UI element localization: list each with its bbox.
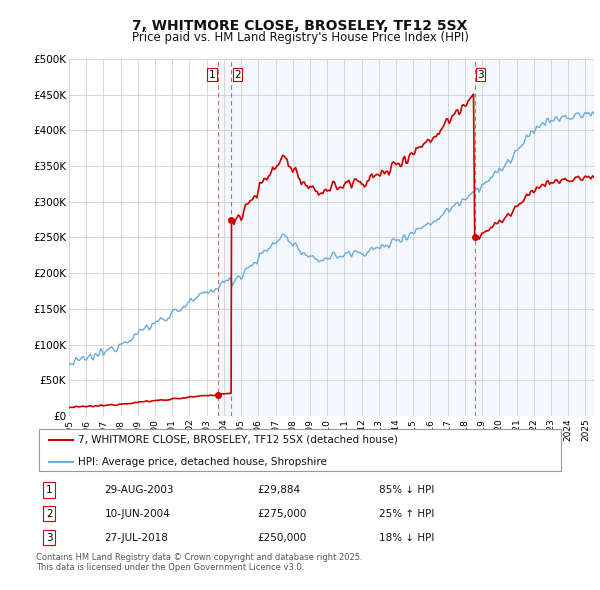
Text: 1: 1 <box>46 485 53 495</box>
Text: 29-AUG-2003: 29-AUG-2003 <box>104 485 174 495</box>
Text: 1: 1 <box>209 70 215 80</box>
Text: 18% ↓ HPI: 18% ↓ HPI <box>379 533 434 543</box>
Text: 10-JUN-2004: 10-JUN-2004 <box>104 509 170 519</box>
Text: 7, WHITMORE CLOSE, BROSELEY, TF12 5SX (detached house): 7, WHITMORE CLOSE, BROSELEY, TF12 5SX (d… <box>78 435 398 445</box>
Text: 3: 3 <box>46 533 53 543</box>
Text: £29,884: £29,884 <box>258 485 301 495</box>
Text: Price paid vs. HM Land Registry's House Price Index (HPI): Price paid vs. HM Land Registry's House … <box>131 31 469 44</box>
Text: 27-JUL-2018: 27-JUL-2018 <box>104 533 169 543</box>
Text: HPI: Average price, detached house, Shropshire: HPI: Average price, detached house, Shro… <box>78 457 327 467</box>
Text: £250,000: £250,000 <box>258 533 307 543</box>
Text: £275,000: £275,000 <box>258 509 307 519</box>
FancyBboxPatch shape <box>38 430 562 471</box>
Text: 85% ↓ HPI: 85% ↓ HPI <box>379 485 434 495</box>
Text: Contains HM Land Registry data © Crown copyright and database right 2025.
This d: Contains HM Land Registry data © Crown c… <box>36 553 362 572</box>
Bar <box>218 59 594 416</box>
Text: 3: 3 <box>477 70 484 80</box>
Text: 7, WHITMORE CLOSE, BROSELEY, TF12 5SX: 7, WHITMORE CLOSE, BROSELEY, TF12 5SX <box>133 19 467 33</box>
Text: 2: 2 <box>46 509 53 519</box>
Text: 25% ↑ HPI: 25% ↑ HPI <box>379 509 434 519</box>
Text: 2: 2 <box>234 70 241 80</box>
